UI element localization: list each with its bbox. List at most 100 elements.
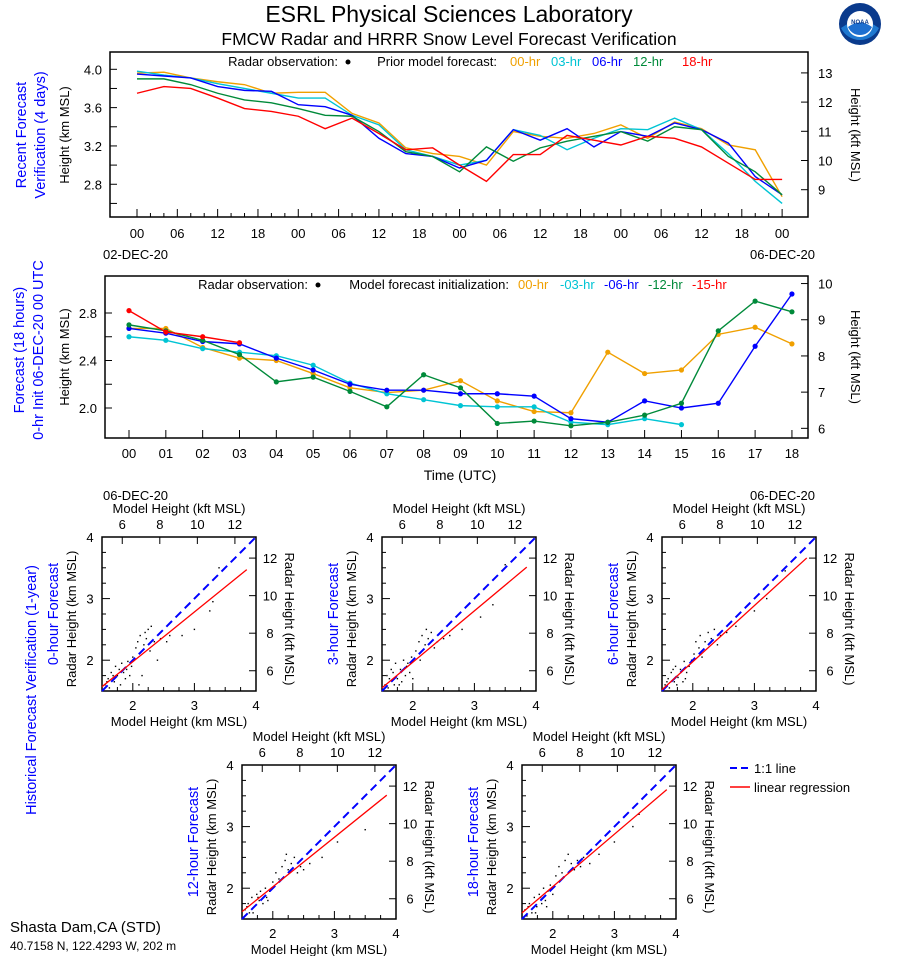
scatter-point	[528, 902, 531, 905]
scatter-point	[693, 653, 695, 655]
regression-line	[381, 566, 528, 689]
y-axis-label: Height (km MSL)	[57, 308, 72, 406]
scatter-point	[632, 825, 634, 828]
x-tick-label: 00	[452, 226, 466, 241]
y-tick-label: 3	[506, 820, 513, 835]
scatter-point	[110, 671, 112, 674]
x-top-axis-label: Model Height (kft MSL)	[393, 501, 526, 516]
series-line-06-hr	[136, 73, 783, 196]
x-tick-label: 2	[129, 698, 136, 713]
scatter-point	[549, 884, 552, 886]
y-right-tick-label: 10	[543, 589, 557, 604]
x-tick-label: 18	[573, 226, 587, 241]
one-to-one-line	[661, 536, 817, 692]
data-point-00-hr	[457, 378, 464, 384]
scatter-point	[570, 862, 572, 865]
y-right-axis-label: Radar Height (kft MSL)	[422, 781, 437, 914]
x-top-tick-label: 8	[156, 517, 163, 532]
panel-label: 0-hr Init 06-DEC-20 00 UTC	[31, 260, 47, 440]
x-tick-label: 12	[694, 226, 708, 241]
scatter-point	[336, 841, 339, 843]
data-point-06-hr	[642, 398, 648, 404]
data-point-12-hr	[568, 423, 574, 429]
y-right-axis-label: Height (kft MSL)	[848, 310, 863, 404]
scatter-point	[479, 616, 482, 618]
legend-entry-00-hr: 00-hr	[510, 54, 541, 69]
scatter-point	[704, 641, 706, 643]
data-point-06-hr	[457, 391, 464, 397]
page-title: ESRL Physical Sciences Laboratory	[265, 1, 633, 27]
x-tick-label: 00	[122, 446, 136, 461]
y-right-tick-label: 12	[403, 779, 417, 794]
data-point-00-hr	[642, 370, 648, 377]
y-tick-label: 2	[646, 653, 653, 668]
scatter-point	[193, 628, 196, 631]
scatter-point	[677, 676, 679, 679]
x-tick-label: 13	[601, 446, 615, 461]
scatter-panel-12-hour: 2 2 3 3 4 4 6 6 8 8 10 10 12 12 Model Height (km MSL) M…	[186, 729, 437, 956]
x-tick-label: 11	[527, 446, 541, 461]
panel-label: Recent Forecast	[14, 82, 30, 188]
data-point-06-hr	[494, 391, 500, 397]
scatter-point	[538, 893, 540, 896]
x-tick-label: 2	[269, 926, 276, 941]
scatter-point	[156, 659, 159, 661]
x-tick-label: 12	[372, 226, 386, 241]
y-right-tick-label: 6	[686, 892, 693, 907]
y-right-tick-label: 8	[826, 626, 833, 641]
data-point-06-hr	[126, 325, 132, 332]
x-top-axis-label: Model Height (kft MSL)	[673, 501, 806, 516]
scatter-point	[418, 641, 420, 643]
scatter-point	[390, 668, 392, 671]
x-tick-label: 00	[130, 226, 144, 241]
scatter-point	[666, 681, 668, 683]
x-top-tick-label: 10	[750, 517, 764, 532]
series-line-03-hr	[136, 70, 783, 204]
data-point-12-hr	[678, 400, 685, 406]
data-point-06-hr	[347, 381, 353, 387]
data-point-03-hr	[642, 416, 648, 422]
scatter-point	[252, 912, 254, 914]
scatter-point	[393, 684, 396, 686]
scatter-point	[285, 853, 288, 856]
data-point-06-hr	[752, 343, 758, 349]
legend-radar-label: Radar observation:	[228, 54, 338, 69]
noaa-logo: NOAA	[839, 3, 881, 45]
scatter-point	[425, 628, 428, 631]
x-top-tick-label: 6	[679, 517, 686, 532]
y-tick-label: 4	[646, 530, 653, 545]
data-point-06-hr	[531, 393, 537, 399]
scatter-point	[710, 637, 712, 640]
x-top-axis-label: Model Height (kft MSL)	[533, 729, 666, 744]
scatter-point	[766, 597, 768, 600]
plot-frame	[104, 275, 809, 439]
scatter-point	[531, 912, 533, 914]
scatter-point	[784, 570, 786, 572]
y-right-axis-label: Radar Height (kft MSL)	[702, 781, 717, 914]
scatter-point	[533, 896, 536, 899]
x-top-tick-label: 8	[716, 517, 723, 532]
scatter-point	[725, 631, 728, 634]
panel-label: 3-hour Forecast	[326, 563, 342, 665]
scatter-point	[552, 893, 554, 896]
x-tick-label: 15	[674, 446, 688, 461]
x-top-tick-label: 10	[470, 517, 484, 532]
scatter-point	[218, 567, 220, 569]
scatter-point	[713, 628, 716, 631]
scatter-point	[707, 631, 709, 634]
scatter-point	[409, 671, 411, 674]
scatter-point	[119, 684, 122, 686]
y-right-axis-label: Radar Height (kft MSL)	[282, 553, 297, 686]
legend-entry-15-hr: -15-hr	[692, 277, 727, 292]
scatter-point	[278, 878, 280, 880]
y-right-tick-label: 10	[403, 817, 417, 832]
scatter-point	[449, 634, 451, 637]
scatter-point	[246, 905, 248, 908]
scatter-point	[258, 899, 260, 902]
y-axis-label: Radar Height (km MSL)	[204, 779, 219, 916]
x-top-tick-label: 6	[119, 517, 126, 532]
scatter-point	[392, 671, 394, 674]
scatter-point	[589, 862, 591, 865]
data-point-15-hr	[163, 329, 169, 335]
scatter-point	[664, 684, 666, 686]
